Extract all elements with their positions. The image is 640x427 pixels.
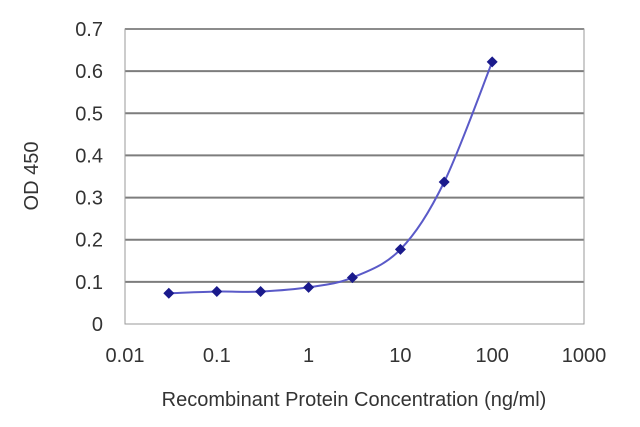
data-point — [438, 176, 450, 188]
y-tick-label: 0.5 — [75, 103, 103, 125]
y-tick-label: 0.2 — [75, 230, 103, 252]
data-markers — [163, 56, 498, 299]
y-tick-label: 0.7 — [75, 19, 103, 41]
y-tick-label: 0.1 — [75, 272, 103, 294]
x-axis-tick-labels: 0.01 0.1 1 10 100 1000 — [106, 345, 607, 367]
x-tick-label: 1 — [303, 345, 314, 367]
x-tick-label: 1000 — [562, 345, 607, 367]
plot-area-frame — [124, 28, 585, 325]
data-point — [346, 272, 358, 284]
data-point — [211, 286, 223, 298]
data-point — [394, 243, 406, 255]
y-axis-tick-labels: 0 0.1 0.2 0.3 0.4 0.5 0.6 0.7 — [75, 19, 103, 336]
x-tick-label: 100 — [476, 345, 509, 367]
y-tick-label: 0.4 — [75, 145, 103, 167]
x-axis-title: Recombinant Protein Concentration (ng/ml… — [162, 389, 547, 411]
y-tick-label: 0.3 — [75, 188, 103, 210]
data-point — [255, 286, 267, 298]
gridlines — [125, 28, 584, 283]
x-tick-label: 0.01 — [106, 345, 145, 367]
y-axis-title: OD 450 — [21, 142, 43, 211]
y-tick-label: 0 — [92, 314, 103, 336]
data-point — [163, 287, 175, 299]
data-point — [486, 56, 498, 68]
data-point — [303, 281, 315, 293]
x-tick-label: 0.1 — [203, 345, 231, 367]
x-tick-label: 10 — [389, 345, 411, 367]
y-tick-label: 0.6 — [75, 61, 103, 83]
